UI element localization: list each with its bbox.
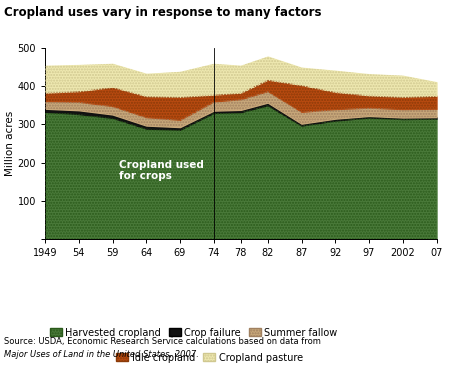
Text: Major Uses of Land in the United States, 2007.: Major Uses of Land in the United States,…	[4, 350, 199, 359]
Y-axis label: Million acres: Million acres	[4, 111, 15, 176]
Text: Cropland uses vary in response to many factors: Cropland uses vary in response to many f…	[4, 6, 322, 18]
Text: Cropland used
for crops: Cropland used for crops	[119, 159, 204, 181]
Text: Source: USDA, Economic Research Service calculations based on data from: Source: USDA, Economic Research Service …	[4, 337, 324, 346]
Legend: Idle cropland, Cropland pasture: Idle cropland, Cropland pasture	[117, 353, 303, 362]
